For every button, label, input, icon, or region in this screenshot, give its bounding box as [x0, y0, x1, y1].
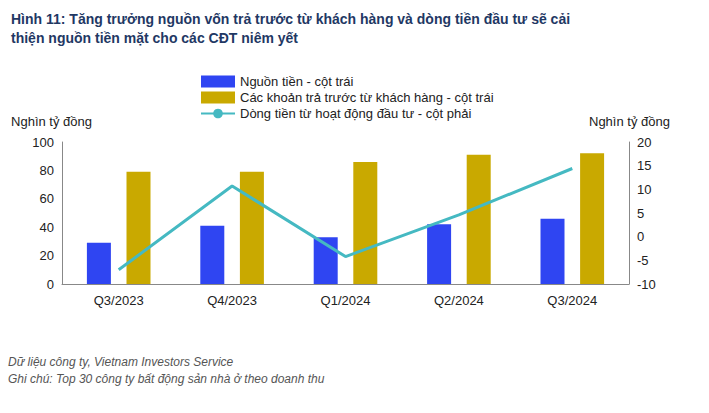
svg-text:Dòng tiền từ hoạt động đầu tư: Dòng tiền từ hoạt động đầu tư - cột phải — [240, 106, 471, 121]
svg-text:Các khoản trả trước từ khách h: Các khoản trả trước từ khách hàng - cột … — [240, 90, 494, 105]
svg-text:Ghi chú: Top 30 công ty bất độ: Ghi chú: Top 30 công ty bất động sản nhà… — [8, 372, 325, 386]
svg-text:Nghìn tỷ đồng: Nghìn tỷ đồng — [11, 114, 92, 129]
svg-text:Nguồn tiền - cột trái: Nguồn tiền - cột trái — [240, 74, 354, 89]
svg-text:5: 5 — [637, 206, 644, 221]
svg-text:0: 0 — [637, 229, 644, 244]
svg-text:Nghìn tỷ đồng: Nghìn tỷ đồng — [589, 114, 670, 129]
svg-text:Q3/2024: Q3/2024 — [547, 293, 597, 308]
svg-text:20: 20 — [40, 248, 54, 263]
svg-text:Q3/2023: Q3/2023 — [94, 293, 144, 308]
svg-text:15: 15 — [637, 158, 651, 173]
svg-text:Q4/2023: Q4/2023 — [207, 293, 257, 308]
svg-text:60: 60 — [40, 191, 54, 206]
svg-text:10: 10 — [637, 182, 651, 197]
svg-text:40: 40 — [40, 220, 54, 235]
svg-text:80: 80 — [40, 163, 54, 178]
svg-text:-5: -5 — [637, 253, 649, 268]
svg-text:thiện nguồn tiền mặt cho các C: thiện nguồn tiền mặt cho các CĐT niêm yế… — [11, 30, 298, 46]
svg-text:100: 100 — [32, 135, 54, 150]
svg-text:20: 20 — [637, 135, 651, 150]
svg-text:Hình 11: Tăng trưởng nguồn vốn: Hình 11: Tăng trưởng nguồn vốn trả trước… — [11, 11, 574, 27]
svg-text:Dữ liệu công ty, Vietnam Inves: Dữ liệu công ty, Vietnam Investors Servi… — [8, 355, 234, 369]
svg-text:0: 0 — [47, 277, 54, 292]
svg-text:-10: -10 — [637, 277, 656, 292]
svg-text:Q2/2024: Q2/2024 — [434, 293, 484, 308]
svg-text:Q1/2024: Q1/2024 — [321, 293, 371, 308]
